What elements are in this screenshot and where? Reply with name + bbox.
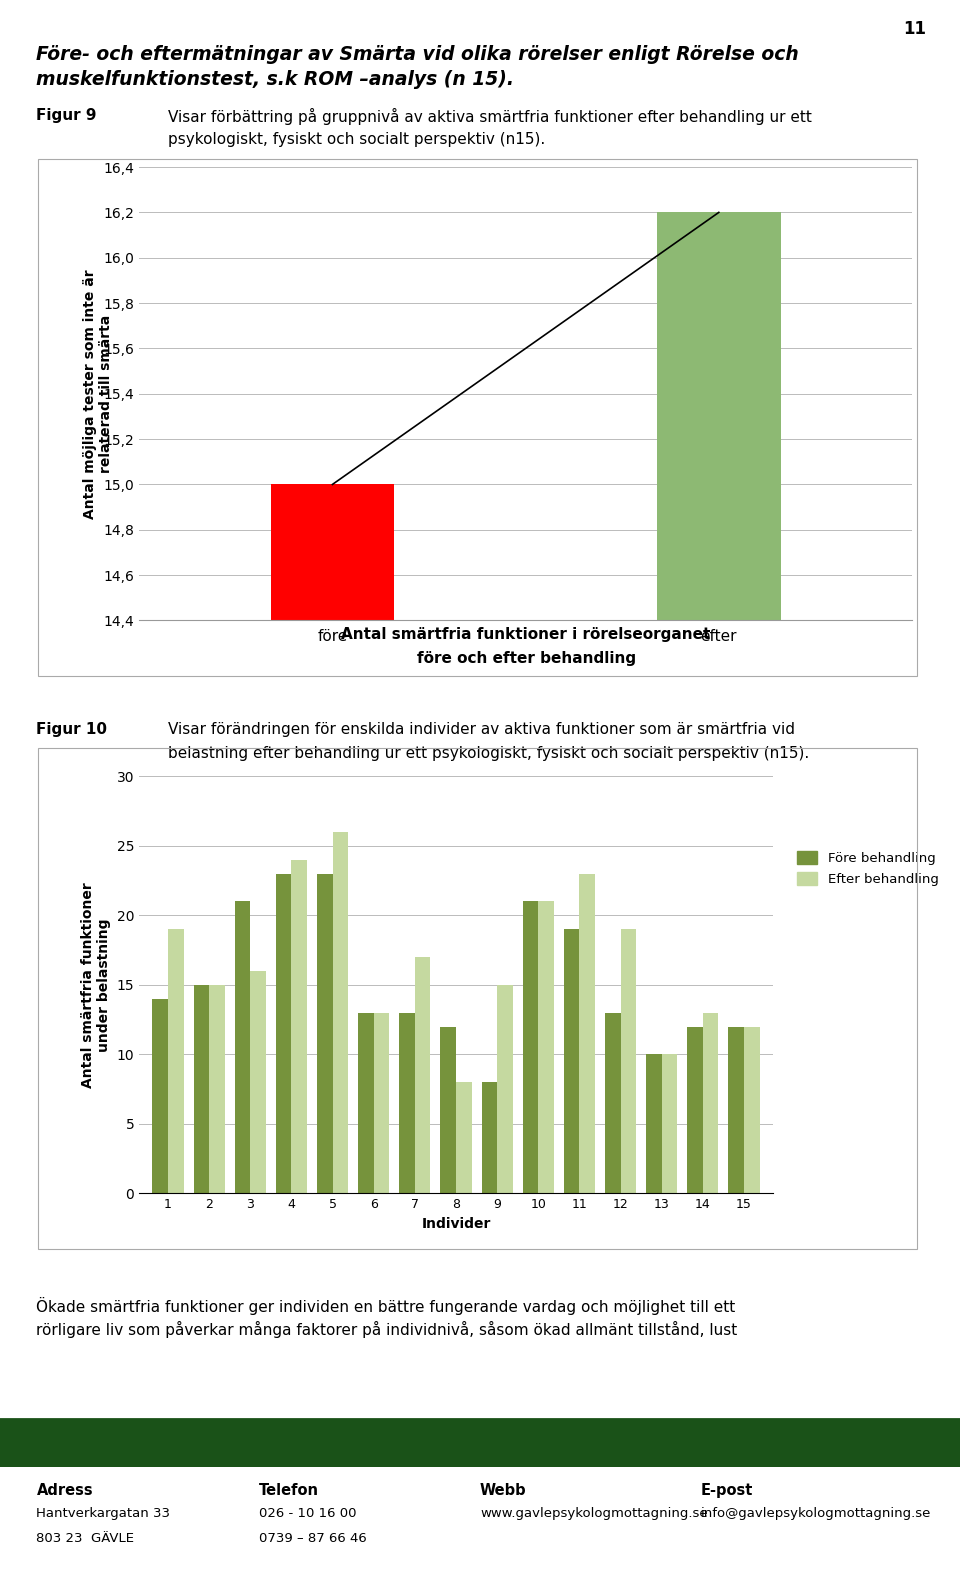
Text: Antal smärtfria funktioner i rörelseorganet: Antal smärtfria funktioner i rörelseorga… [342, 627, 710, 641]
Text: Figur 10: Figur 10 [36, 722, 108, 737]
Text: Hantverkargatan 33: Hantverkargatan 33 [36, 1507, 171, 1519]
Bar [687, 1026, 703, 1193]
Bar [482, 1082, 497, 1193]
Text: www.gavlepsykologmottagning.se: www.gavlepsykologmottagning.se [480, 1507, 708, 1519]
Bar [580, 873, 595, 1193]
Text: rörligare liv som påverkar många faktorer på individnivå, såsom ökad allmänt til: rörligare liv som påverkar många faktore… [36, 1321, 737, 1338]
Text: 11: 11 [903, 19, 926, 38]
Bar [605, 1012, 620, 1193]
Bar [317, 873, 332, 1193]
Bar [441, 1026, 456, 1193]
Bar [539, 902, 554, 1193]
Bar [564, 929, 580, 1193]
Bar [234, 902, 251, 1193]
Bar [456, 1082, 471, 1193]
Bar [373, 1012, 390, 1193]
Text: Figur 9: Figur 9 [36, 108, 97, 123]
Text: E-post: E-post [701, 1483, 754, 1497]
X-axis label: Individer: Individer [421, 1217, 491, 1231]
Text: info@gavlepsykologmottagning.se: info@gavlepsykologmottagning.se [701, 1507, 931, 1519]
Bar [358, 1012, 373, 1193]
Text: psykologiskt, fysiskt och socialt perspektiv (n15).: psykologiskt, fysiskt och socialt perspe… [168, 132, 545, 146]
Bar [399, 1012, 415, 1193]
Bar [153, 999, 168, 1193]
Bar [646, 1055, 661, 1193]
Bar [332, 832, 348, 1193]
Bar [497, 985, 513, 1193]
Legend: Före behandling, Efter behandling: Före behandling, Efter behandling [792, 845, 944, 891]
Y-axis label: Antal möjliga tester som inte är
relaterad till smärta: Antal möjliga tester som inte är relater… [83, 269, 113, 519]
Bar [703, 1012, 718, 1193]
Text: Före- och eftermätningar av Smärta vid olika rörelser enligt Rörelse och: Före- och eftermätningar av Smärta vid o… [36, 45, 800, 64]
Text: Adress: Adress [36, 1483, 93, 1497]
Bar [744, 1026, 759, 1193]
Text: Webb: Webb [480, 1483, 527, 1497]
Text: 0739 – 87 66 46: 0739 – 87 66 46 [259, 1532, 367, 1545]
Text: Visar förbättring på gruppnivå av aktiva smärtfria funktioner efter behandling u: Visar förbättring på gruppnivå av aktiva… [168, 108, 812, 126]
Text: muskelfunktionstest, s.k ROM –analys (n 15).: muskelfunktionstest, s.k ROM –analys (n … [36, 70, 515, 89]
Bar [276, 873, 292, 1193]
Bar [194, 985, 209, 1193]
Text: Ökade smärtfria funktioner ger individen en bättre fungerande vardag och möjligh: Ökade smärtfria funktioner ger individen… [36, 1297, 735, 1314]
Text: belastning efter behandling ur ett psykologiskt, fysiskt och socialt perspektiv : belastning efter behandling ur ett psyko… [168, 746, 809, 760]
Bar [620, 929, 636, 1193]
Text: 026 - 10 16 00: 026 - 10 16 00 [259, 1507, 357, 1519]
Bar [415, 958, 430, 1193]
Text: före och efter behandling: före och efter behandling [417, 651, 636, 665]
Bar [271, 484, 395, 1591]
Y-axis label: Antal smärtfria funktioner
under belastning: Antal smärtfria funktioner under belastn… [81, 881, 111, 1088]
Bar [661, 1055, 678, 1193]
Text: Visar förändringen för enskilda individer av aktiva funktioner som är smärtfria : Visar förändringen för enskilda individe… [168, 722, 795, 737]
Bar [168, 929, 183, 1193]
Bar [657, 212, 780, 1591]
Bar [729, 1026, 744, 1193]
Bar [522, 902, 539, 1193]
Text: Telefon: Telefon [259, 1483, 319, 1497]
Bar [209, 985, 225, 1193]
Bar [251, 971, 266, 1193]
Text: 803 23  GÄVLE: 803 23 GÄVLE [36, 1532, 134, 1545]
Bar [292, 859, 307, 1193]
